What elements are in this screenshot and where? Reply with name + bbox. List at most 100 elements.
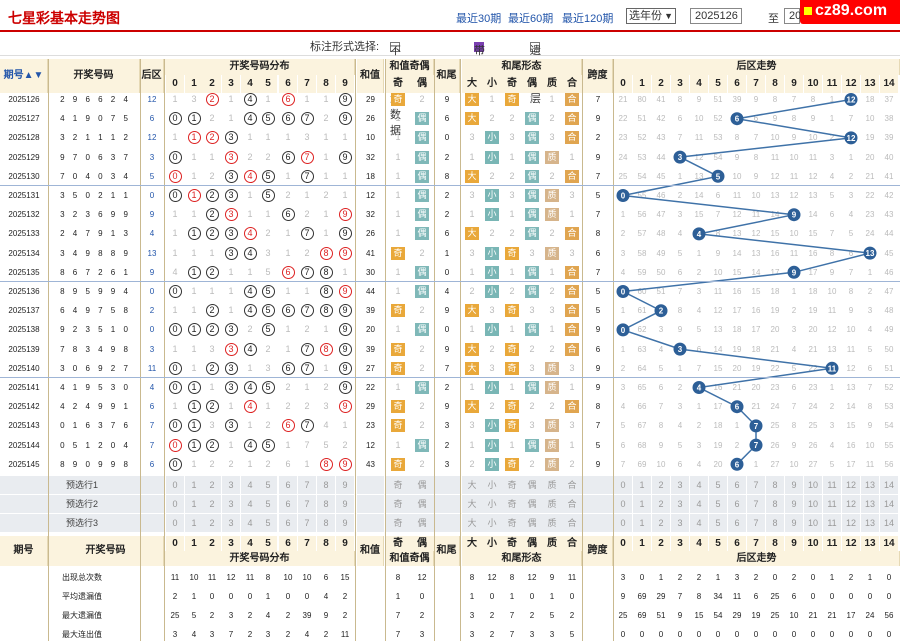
preselect-digit[interactable]: 4 [241, 476, 259, 494]
preselect-trend-digit[interactable]: 10 [804, 476, 822, 494]
preselect-form[interactable]: 质 [542, 514, 562, 533]
preselect-trend-digit[interactable]: 6 [728, 514, 746, 533]
year-select[interactable]: 选年份 ▼ [626, 8, 676, 24]
preselect-trend-digit[interactable]: 7 [747, 495, 765, 514]
preselect-trend-digit[interactable]: 13 [861, 514, 879, 533]
preselect-form[interactable]: 合 [562, 514, 582, 533]
preselect-digit[interactable]: 3 [222, 495, 240, 514]
preselect-row-label[interactable]: 预选行3 [0, 514, 164, 533]
recent-30-link[interactable]: 最近30期 [456, 13, 502, 25]
preselect-trend-digit[interactable]: 1 [633, 476, 651, 494]
preselect-row-label[interactable]: 预选行2 [0, 495, 164, 514]
start-period-input[interactable]: 2025126 [690, 8, 742, 24]
preselect-digit[interactable]: 2 [203, 495, 221, 514]
preselect-digit[interactable]: 7 [298, 476, 316, 494]
preselect-form[interactable]: 大 [462, 514, 482, 533]
preselect-trend-digit[interactable]: 8 [766, 514, 784, 533]
preselect-digit[interactable]: 3 [222, 514, 240, 533]
end-period-input[interactable]: 20 [784, 8, 801, 24]
preselect-oe[interactable]: 偶 [410, 476, 434, 494]
preselect-trend-digit[interactable]: 6 [728, 476, 746, 494]
preselect-trend-digit[interactable]: 12 [842, 495, 860, 514]
preselect-digit[interactable]: 3 [222, 476, 240, 494]
preselect-form[interactable]: 合 [562, 476, 582, 494]
preselect-trend-digit[interactable]: 9 [785, 514, 803, 533]
preselect-trend-digit[interactable]: 3 [671, 476, 689, 494]
preselect-form[interactable]: 奇 [502, 495, 522, 514]
preselect-trend-digit[interactable]: 8 [766, 476, 784, 494]
preselect-digit[interactable]: 7 [298, 495, 316, 514]
preselect-oe[interactable]: 偶 [410, 514, 434, 533]
preselect-trend-digit[interactable]: 13 [861, 495, 879, 514]
preselect-trend-digit[interactable]: 12 [842, 476, 860, 494]
preselect-trend-digit[interactable]: 12 [842, 514, 860, 533]
preselect-digit[interactable]: 1 [185, 495, 203, 514]
preselect-digit[interactable]: 9 [336, 476, 354, 494]
preselect-form[interactable]: 质 [542, 495, 562, 514]
preselect-digit[interactable]: 7 [298, 514, 316, 533]
preselect-trend-digit[interactable]: 1 [633, 514, 651, 533]
preselect-oe[interactable]: 偶 [410, 495, 434, 514]
preselect-trend-digit[interactable]: 7 [747, 514, 765, 533]
preselect-trend-digit[interactable]: 3 [671, 514, 689, 533]
preselect-trend-digit[interactable]: 7 [747, 476, 765, 494]
preselect-form[interactable]: 偶 [522, 495, 542, 514]
preselect-trend-digit[interactable]: 11 [823, 476, 841, 494]
preselect-digit[interactable]: 6 [279, 495, 297, 514]
preselect-form[interactable]: 小 [482, 476, 502, 494]
preselect-digit[interactable]: 0 [166, 514, 184, 533]
preselect-trend-digit[interactable]: 5 [709, 495, 727, 514]
preselect-digit[interactable]: 8 [317, 514, 335, 533]
preselect-digit[interactable]: 1 [185, 514, 203, 533]
preselect-oe[interactable]: 奇 [386, 476, 410, 494]
preselect-trend-digit[interactable]: 2 [652, 495, 670, 514]
preselect-trend-digit[interactable]: 11 [823, 495, 841, 514]
recent-60-link[interactable]: 最近60期 [508, 13, 554, 25]
preselect-trend-digit[interactable]: 8 [766, 495, 784, 514]
preselect-digit[interactable]: 2 [203, 514, 221, 533]
preselect-form[interactable]: 质 [542, 476, 562, 494]
preselect-trend-digit[interactable]: 5 [709, 476, 727, 494]
preselect-digit[interactable]: 6 [279, 514, 297, 533]
preselect-form[interactable]: 偶 [522, 514, 542, 533]
preselect-trend-digit[interactable]: 4 [690, 514, 708, 533]
checkbox-icon[interactable] [390, 42, 400, 52]
preselect-form[interactable]: 奇 [502, 476, 522, 494]
preselect-form[interactable]: 小 [482, 514, 502, 533]
preselect-trend-digit[interactable]: 14 [880, 476, 898, 494]
preselect-trend-digit[interactable]: 9 [785, 495, 803, 514]
preselect-trend-digit[interactable]: 11 [823, 514, 841, 533]
preselect-digit[interactable]: 5 [259, 514, 277, 533]
preselect-trend-digit[interactable]: 6 [728, 495, 746, 514]
preselect-form[interactable]: 偶 [522, 476, 542, 494]
preselect-digit[interactable]: 0 [166, 495, 184, 514]
preselect-trend-digit[interactable]: 4 [690, 476, 708, 494]
preselect-form[interactable]: 大 [462, 495, 482, 514]
preselect-trend-digit[interactable]: 0 [614, 495, 632, 514]
preselect-digit[interactable]: 5 [259, 495, 277, 514]
preselect-trend-digit[interactable]: 5 [709, 514, 727, 533]
preselect-digit[interactable]: 2 [203, 476, 221, 494]
preselect-trend-digit[interactable]: 0 [614, 476, 632, 494]
preselect-form[interactable]: 奇 [502, 514, 522, 533]
preselect-trend-digit[interactable]: 10 [804, 514, 822, 533]
preselect-oe[interactable]: 奇 [386, 514, 410, 533]
preselect-trend-digit[interactable]: 3 [671, 495, 689, 514]
checkbox-checked-icon[interactable] [474, 42, 484, 52]
preselect-digit[interactable]: 0 [166, 476, 184, 494]
preselect-form[interactable]: 小 [482, 495, 502, 514]
preselect-trend-digit[interactable]: 1 [633, 495, 651, 514]
preselect-digit[interactable]: 4 [241, 495, 259, 514]
preselect-form[interactable]: 合 [562, 495, 582, 514]
checkbox-icon[interactable] [530, 42, 540, 52]
preselect-trend-digit[interactable]: 14 [880, 495, 898, 514]
preselect-digit[interactable]: 4 [241, 514, 259, 533]
recent-120-link[interactable]: 最近120期 [562, 13, 614, 25]
period-column-header[interactable]: 期号▲▼ [0, 59, 48, 93]
preselect-trend-digit[interactable]: 2 [652, 476, 670, 494]
preselect-digit[interactable]: 6 [279, 476, 297, 494]
preselect-trend-digit[interactable]: 10 [804, 495, 822, 514]
preselect-trend-digit[interactable]: 0 [614, 514, 632, 533]
preselect-trend-digit[interactable]: 4 [690, 495, 708, 514]
preselect-digit[interactable]: 1 [185, 476, 203, 494]
